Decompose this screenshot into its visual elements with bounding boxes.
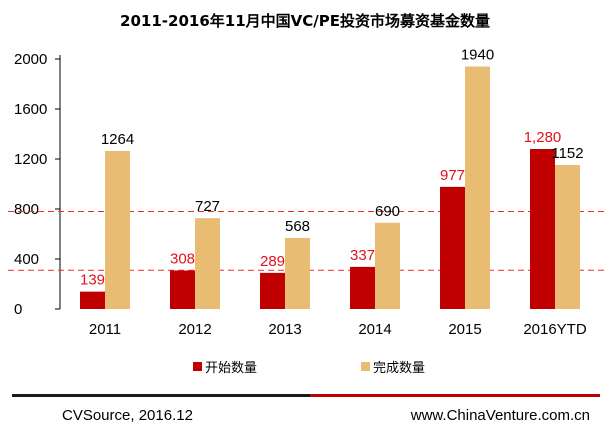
data-label: 308 [170,251,195,268]
y-axis: 0 400 800 1200 1600 2000 [14,51,61,318]
footer-source: CVSource, 2016.12 [62,407,193,424]
data-label: 568 [285,218,310,235]
bar-start [350,266,375,309]
data-label: 977 [440,167,465,184]
x-tick-label: 2011 [89,321,121,338]
data-label: 139 [80,272,105,289]
x-tick-label: 2014 [358,321,391,338]
x-tick-label: 2015 [448,321,481,338]
data-label: 1,280 [524,129,562,146]
bar-done [465,66,490,309]
data-label: 1152 [551,145,583,162]
legend-swatch-done [361,362,370,371]
bar-done [195,218,220,309]
y-tick-label: 800 [14,201,39,218]
legend: 开始数量 完成数量 [193,361,425,376]
footer: CVSource, 2016.12 www.ChinaVenture.com.c… [12,394,600,424]
y-tick-label: 2000 [14,51,47,68]
y-tick-label: 0 [14,301,22,318]
data-label: 1940 [461,47,494,64]
data-label: 289 [260,253,285,270]
data-label: 337 [350,247,375,264]
data-labels: 139 1264 308 727 289 568 337 690 977 1940 1,280115… [80,47,584,289]
legend-label-done: 完成数量 [373,361,425,376]
x-tick-label: 2016YTD [523,321,587,338]
bar-done [285,238,310,309]
footer-bar-dark [12,394,310,397]
data-label: 1264 [101,131,134,148]
y-tick-label: 1200 [14,151,47,168]
bar-start [440,186,465,309]
bar-start [530,149,555,309]
x-axis-labels: 2011 2012 2013 2014 2015 2016YTD [89,321,587,338]
y-tick-label: 1600 [14,101,47,118]
bar-done [105,151,130,309]
legend-swatch-start [193,362,202,371]
x-tick-label: 2013 [268,321,301,338]
bar-start [80,291,105,309]
data-label: 690 [375,203,400,220]
footer-site: www.ChinaVenture.com.cn [410,407,590,424]
chart-title: 2011-2016年11月中国VC/PE投资市场募资基金数量 [120,12,490,30]
y-tick-label: 400 [14,251,39,268]
bar-start [260,272,285,309]
bar-start [170,270,195,309]
bars [80,66,580,309]
x-tick-label: 2012 [178,321,211,338]
bar-done [375,222,400,309]
footer-bar-red [310,394,600,397]
legend-label-start: 开始数量 [205,361,257,376]
data-label: 727 [195,198,220,215]
bar-done [555,165,580,309]
